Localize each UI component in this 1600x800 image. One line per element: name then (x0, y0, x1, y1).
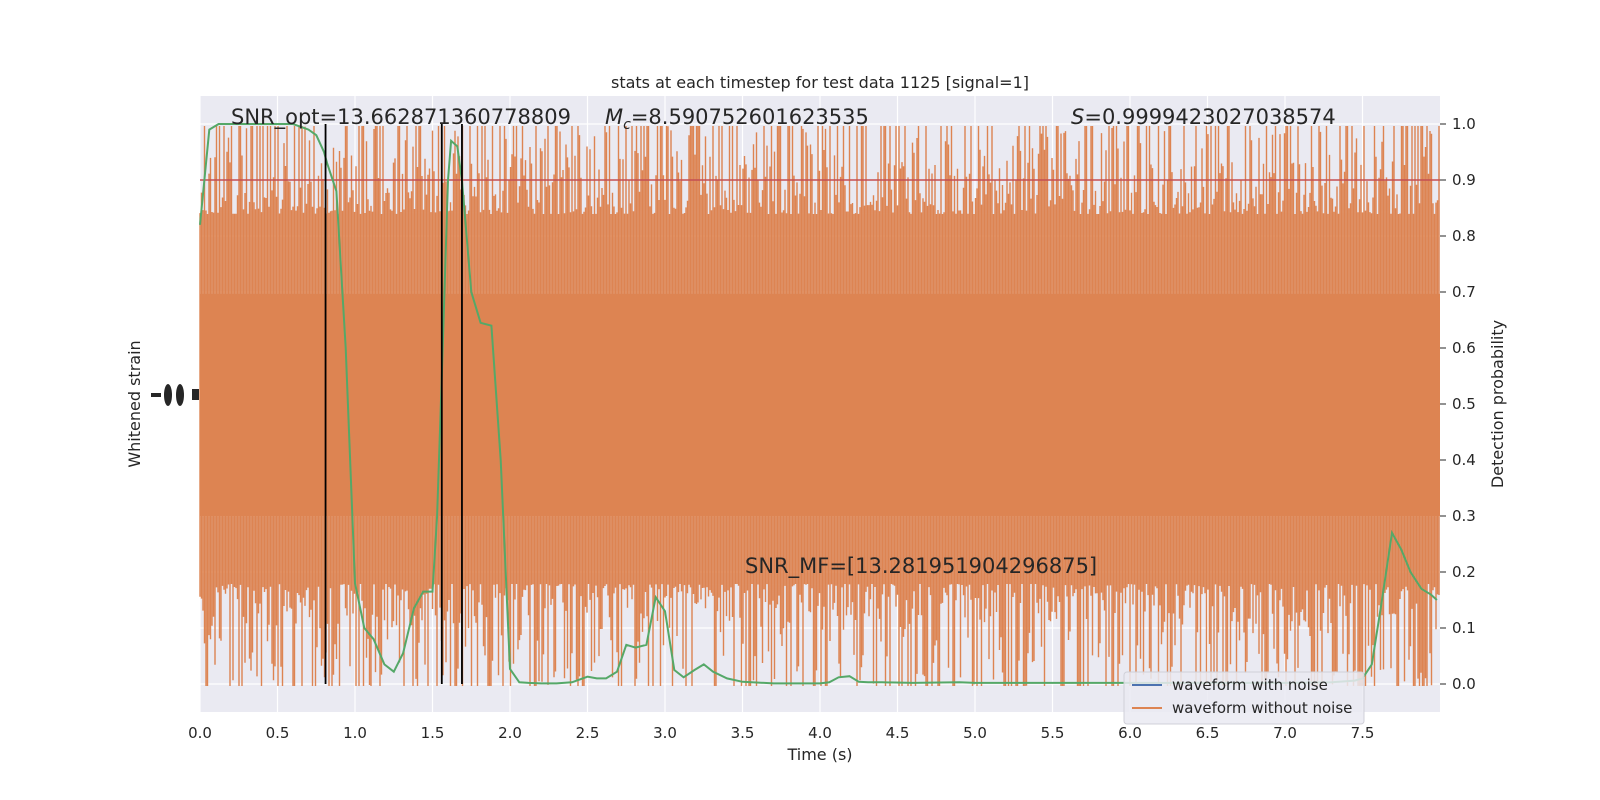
y-right-tick-label: 1.0 (1452, 115, 1476, 133)
y-right-tick-label: 0.2 (1452, 563, 1476, 581)
s-value: =0.9999423027038574 (1084, 105, 1335, 129)
x-tick-label: 0.5 (266, 724, 290, 742)
y-right-tick-label: 0.9 (1452, 171, 1476, 189)
chirp-mass-value: =8.590752601623535 (631, 105, 869, 129)
y-right-tick-label: 0.6 (1452, 339, 1476, 357)
left-tick-smudge (192, 389, 199, 400)
x-tick-label: 3.5 (731, 724, 755, 742)
y-right-tick-label: 0.5 (1452, 395, 1476, 413)
vertical-markers (324, 124, 463, 684)
left-axis-overlapping-ticks (151, 384, 199, 406)
chirp-mass-subscript: c (623, 117, 631, 133)
x-tick-label: 0.0 (188, 724, 212, 742)
x-axis-label: Time (s) (786, 745, 852, 764)
x-tick-label: 1.0 (343, 724, 367, 742)
x-tick-label: 4.0 (808, 724, 832, 742)
x-tick-label: 6.5 (1196, 724, 1220, 742)
annotation-s: S=0.9999423027038574 (1071, 105, 1336, 129)
y-right-tick-label: 0.1 (1452, 619, 1476, 637)
y-right-tick-label: 0.7 (1452, 283, 1476, 301)
left-tick-smudge (164, 384, 172, 406)
annotation-snr-mf: SNR_MF=[13.281951904296875] (745, 554, 1097, 579)
y-right-tick-label: 0.0 (1452, 675, 1476, 693)
x-tick-label: 2.0 (498, 724, 522, 742)
legend-label-without-noise: waveform without noise (1172, 699, 1352, 717)
x-tick-label: 3.0 (653, 724, 677, 742)
y-right-tick-label: 0.8 (1452, 227, 1476, 245)
x-tick-label: 4.5 (886, 724, 910, 742)
chirp-mass-symbol: M (605, 105, 623, 129)
y-axis-label-left: Whitened strain (125, 340, 144, 467)
probability-line (199, 123, 1438, 685)
x-tick-label: 2.5 (576, 724, 600, 742)
legend: waveform with noise waveform without noi… (1123, 671, 1365, 725)
detection-probability-series (199, 123, 1438, 685)
legend-label-with-noise: waveform with noise (1172, 676, 1328, 694)
chart-title: stats at each timestep for test data 112… (611, 73, 1029, 92)
annotation-snr-opt: SNR_opt=13.662871360778809 (231, 105, 571, 130)
left-tick-smudge (176, 384, 184, 406)
s-symbol: S (1071, 105, 1084, 129)
x-tick-label: 7.5 (1351, 724, 1375, 742)
legend-box (1123, 671, 1365, 725)
x-axis-ticks: 0.0 0.5 1.0 1.5 2.0 2.5 3.0 3.5 4.0 4.5 5.0 5.5 6.0 6… (188, 724, 1374, 742)
y-right-tick-label: 0.3 (1452, 507, 1476, 525)
waveform-trace (199, 126, 1440, 686)
y-right-axis-ticks: 0.0 0.1 0.2 0.3 0.4 0.5 0.6 0.7 0.8 0.9 1.0 (1440, 115, 1476, 693)
waveform-without-noise-series (199, 126, 1440, 686)
left-tick-smudge (151, 393, 161, 397)
x-tick-label: 5.0 (963, 724, 987, 742)
annotation-chirp-mass: Mc=8.590752601623535 (605, 105, 869, 133)
y-axis-label-right: Detection probability (1488, 320, 1507, 488)
x-tick-label: 1.5 (421, 724, 445, 742)
x-tick-label: 6.0 (1118, 724, 1142, 742)
x-tick-label: 5.5 (1041, 724, 1065, 742)
y-right-tick-label: 0.4 (1452, 451, 1476, 469)
x-tick-label: 7.0 (1273, 724, 1297, 742)
